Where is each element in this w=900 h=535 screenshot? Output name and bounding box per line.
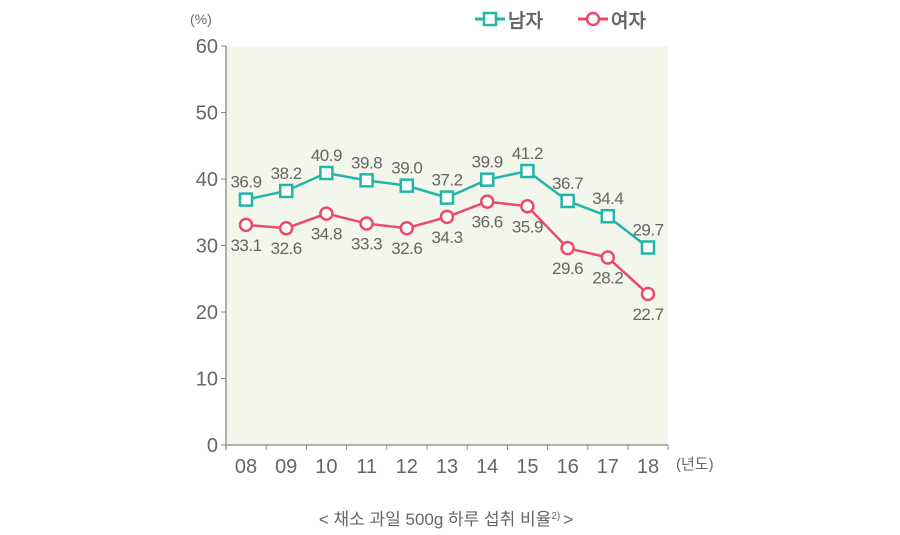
data-point-circle <box>560 240 575 256</box>
data-label: 39.0 <box>391 159 422 178</box>
x-tick-label: 08 <box>235 456 257 478</box>
data-label: 41.2 <box>512 144 543 163</box>
data-point-square <box>560 193 575 209</box>
x-tick-label: 16 <box>556 456 578 478</box>
x-tick-label: 10 <box>315 456 337 478</box>
legend-label: 남자 <box>508 10 543 32</box>
legend-label: 여자 <box>611 10 646 32</box>
data-point-square <box>439 190 455 205</box>
data-point-square <box>600 208 616 224</box>
x-tick-label: 11 <box>356 456 377 478</box>
data-label: 39.9 <box>472 153 503 172</box>
data-label: 36.7 <box>552 174 583 193</box>
data-point-square <box>359 173 374 188</box>
data-point-circle <box>399 220 415 236</box>
data-point-square <box>479 172 495 187</box>
y-tick-label: 20 <box>196 302 218 324</box>
data-point-square <box>238 192 254 207</box>
x-tick-label: 18 <box>637 456 659 478</box>
data-point-square <box>520 163 535 179</box>
data-point-square <box>640 240 656 255</box>
data-point-square <box>278 183 294 199</box>
data-label: 34.4 <box>592 189 623 208</box>
data-label: 29.7 <box>632 220 663 239</box>
x-tick-label: 17 <box>597 456 619 478</box>
data-label: 33.3 <box>351 235 382 254</box>
data-label: 36.6 <box>472 213 503 232</box>
series-female: 33.1 32.6 34.8 33.3 32.6 34.3 36.6 35.9 29.6 28.2… <box>230 194 664 324</box>
caption-superscript: 2) <box>551 511 560 522</box>
y-tick-label: 50 <box>196 103 218 125</box>
data-point-circle <box>600 250 616 265</box>
data-label: 34.8 <box>311 225 342 244</box>
series-male: 36.9 38.2 40.9 39.8 39.0 37.2 39.9 41.2 36.7 34.4… <box>230 144 664 255</box>
y-tick-label: 0 <box>207 435 218 457</box>
legend-circle-icon <box>585 11 601 27</box>
data-point-square <box>399 178 415 193</box>
caption-end: > <box>563 510 573 529</box>
data-label: 28.2 <box>592 268 623 287</box>
data-point-circle <box>640 286 656 302</box>
x-tick-label: 12 <box>396 456 418 478</box>
y-tick-label: 40 <box>196 169 218 191</box>
data-point-circle <box>359 216 374 231</box>
data-label: 32.6 <box>391 239 422 258</box>
data-label: 38.2 <box>271 164 302 183</box>
data-label: 37.2 <box>431 171 462 190</box>
data-label: 34.3 <box>431 228 462 247</box>
x-tick-label: 09 <box>275 456 297 478</box>
plot-area <box>226 46 668 445</box>
data-label: 36.9 <box>230 173 261 192</box>
data-label: 40.9 <box>311 146 342 165</box>
x-tick-label: 13 <box>436 456 458 478</box>
data-point-circle <box>439 209 455 225</box>
y-tick-label: 10 <box>196 369 218 391</box>
data-label: 39.8 <box>351 153 382 172</box>
data-point-circle <box>238 217 254 233</box>
data-label: 35.9 <box>512 217 543 236</box>
x-tick-label: 15 <box>516 456 538 478</box>
data-label: 22.7 <box>632 305 663 324</box>
y-tick-label: 60 <box>196 36 218 58</box>
chart-caption: < 채소 과일 500g 하루 섭취 비율2) > <box>319 510 573 529</box>
data-point-square <box>319 165 334 181</box>
y-axis-label: (%) <box>190 11 212 27</box>
y-tick-label: 30 <box>196 236 218 258</box>
data-point-circle <box>520 199 535 214</box>
x-axis-label: (년도) <box>676 456 714 473</box>
data-label: 29.6 <box>552 259 583 278</box>
data-label: 32.6 <box>271 239 302 258</box>
x-tick-label: 14 <box>476 456 498 478</box>
data-point-circle <box>278 220 294 236</box>
legend-square-icon <box>482 11 498 27</box>
data-point-circle <box>319 206 334 221</box>
caption-text: < 채소 과일 500g 하루 섭취 비율 <box>319 510 552 529</box>
data-point-circle <box>479 194 495 209</box>
data-label: 33.1 <box>230 236 261 255</box>
